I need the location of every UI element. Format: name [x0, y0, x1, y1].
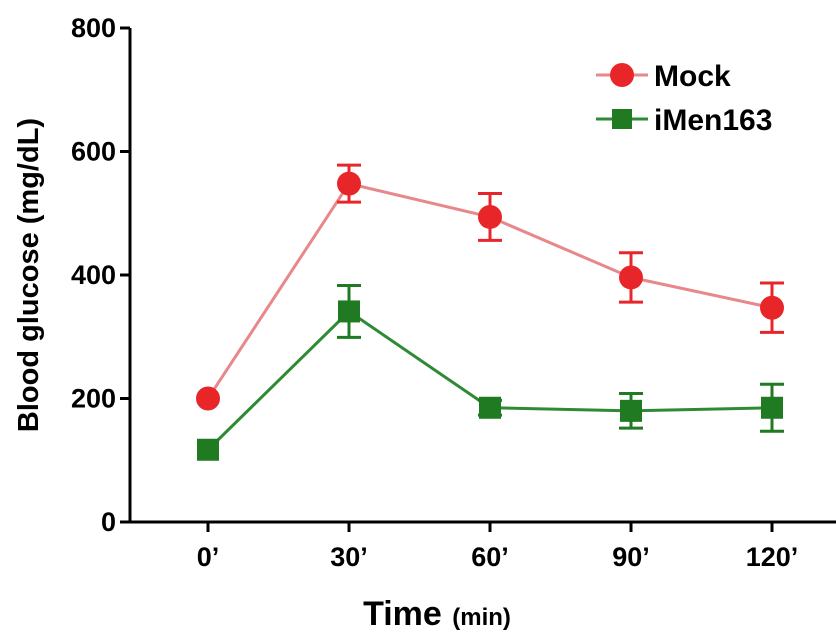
legend-label: iMen163 — [654, 104, 772, 137]
y-tick-label: 0 — [101, 507, 116, 537]
y-tick-label: 800 — [71, 13, 116, 43]
axes: 0 200 400 600 800 0’ 30’ 60’ 90’ 120’ — [71, 13, 836, 572]
x-tick-label: 60’ — [471, 542, 509, 572]
series-mock — [196, 163, 784, 411]
data-point — [197, 438, 219, 461]
x-axis-title: Time (min) — [363, 595, 511, 633]
y-tick-label: 400 — [71, 260, 116, 290]
legend-marker — [612, 109, 632, 129]
data-point — [760, 295, 784, 320]
data-point — [196, 386, 220, 411]
series-line — [206, 309, 773, 451]
legend-item-imen163: iMen163 — [596, 104, 772, 137]
data-point — [478, 204, 502, 229]
data-point — [761, 396, 783, 419]
legend-label: Mock — [654, 60, 731, 93]
legend: Mock iMen163 — [596, 60, 772, 137]
x-tick-label: 30’ — [330, 542, 368, 572]
data-point — [337, 171, 361, 196]
series-imen163 — [197, 283, 784, 461]
x-axis-title-main: Time — [363, 595, 442, 633]
data-point — [620, 399, 642, 422]
y-tick-label: 600 — [71, 137, 116, 167]
data-point — [338, 300, 360, 323]
y-axis-title: Blood glucose (mg/dL) — [13, 118, 45, 432]
y-tick-label: 200 — [71, 384, 116, 414]
x-tick-label: 90’ — [612, 542, 650, 572]
legend-item-mock: Mock — [596, 60, 731, 93]
x-axis-title-unit: (min) — [452, 604, 511, 631]
x-tick-label: 0’ — [197, 542, 220, 572]
data-point — [619, 265, 643, 290]
x-tick-label: 120’ — [746, 542, 799, 572]
series-layer — [196, 163, 784, 461]
data-point — [479, 396, 501, 419]
legend-marker — [610, 63, 634, 87]
